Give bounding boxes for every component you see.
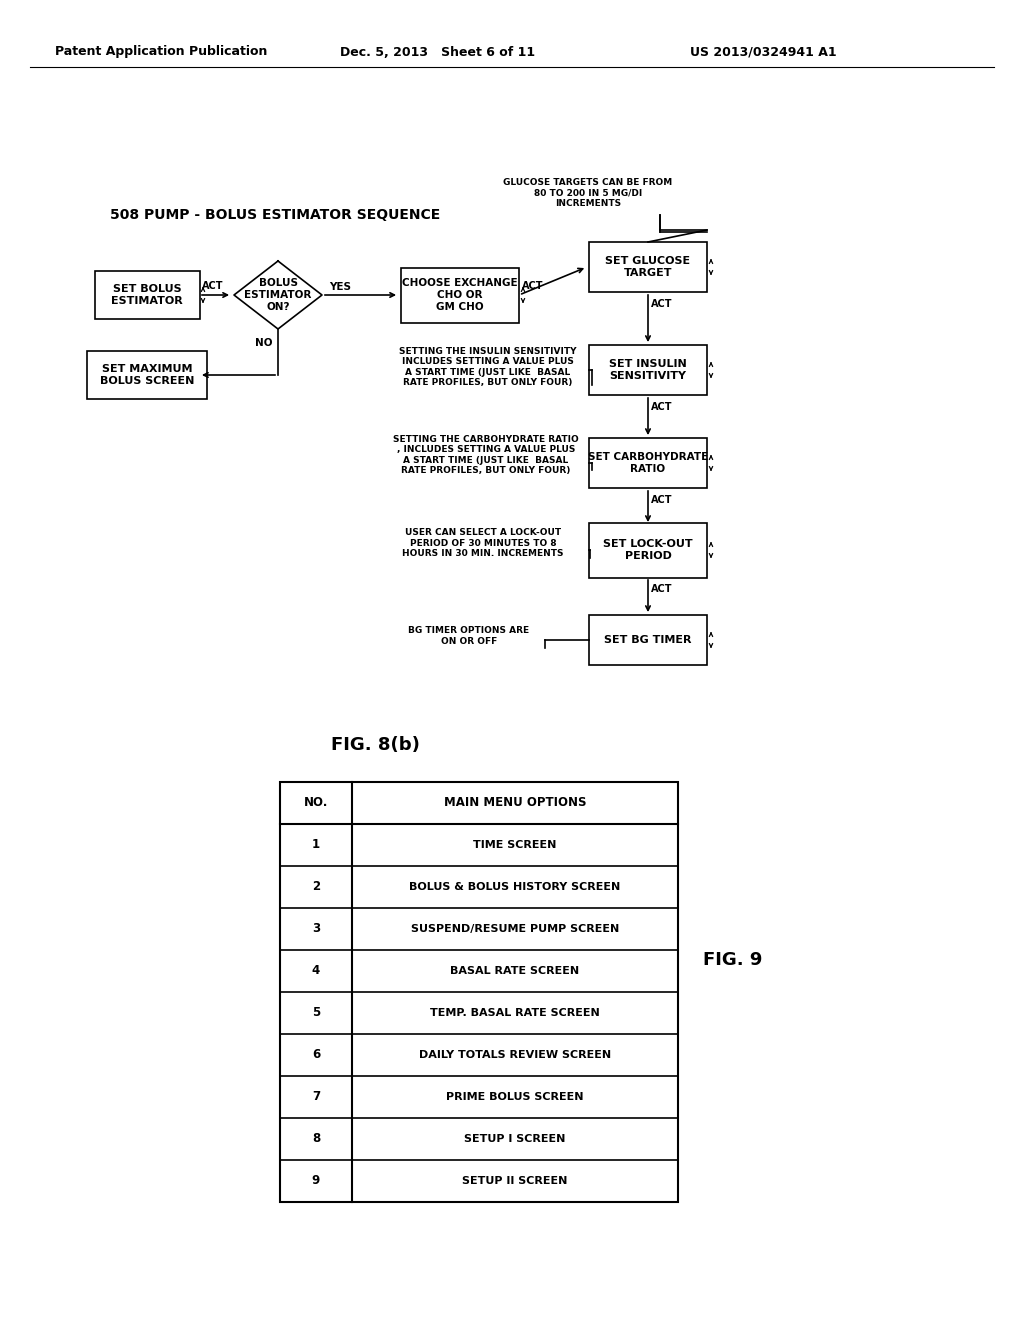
Text: SET GLUCOSE
TARGET: SET GLUCOSE TARGET <box>605 256 690 277</box>
Text: ACT: ACT <box>651 495 673 506</box>
Text: 1: 1 <box>312 838 321 851</box>
Text: SET CARBOHYDRATE
RATIO: SET CARBOHYDRATE RATIO <box>588 453 709 474</box>
Text: MAIN MENU OPTIONS: MAIN MENU OPTIONS <box>443 796 587 809</box>
Text: FIG. 9: FIG. 9 <box>703 950 763 969</box>
Text: Dec. 5, 2013   Sheet 6 of 11: Dec. 5, 2013 Sheet 6 of 11 <box>340 45 536 58</box>
Bar <box>401 268 519 322</box>
Text: 508 PUMP - BOLUS ESTIMATOR SEQUENCE: 508 PUMP - BOLUS ESTIMATOR SEQUENCE <box>110 209 440 222</box>
Text: 8: 8 <box>312 1133 321 1146</box>
Text: ACT: ACT <box>651 583 673 594</box>
Text: SET BOLUS
ESTIMATOR: SET BOLUS ESTIMATOR <box>112 284 183 306</box>
Text: 9: 9 <box>312 1175 321 1188</box>
Text: 2: 2 <box>312 880 321 894</box>
Text: Patent Application Publication: Patent Application Publication <box>55 45 267 58</box>
Text: SUSPEND/RESUME PUMP SCREEN: SUSPEND/RESUME PUMP SCREEN <box>411 924 620 935</box>
Text: NO.: NO. <box>304 796 328 809</box>
Text: ACT: ACT <box>203 281 224 290</box>
Text: FIG. 8(b): FIG. 8(b) <box>331 737 420 754</box>
Bar <box>589 523 707 578</box>
Bar <box>87 351 207 399</box>
Text: NO: NO <box>255 338 272 348</box>
Text: CHOOSE EXCHANGE
CHO OR
GM CHO: CHOOSE EXCHANGE CHO OR GM CHO <box>402 279 518 312</box>
Text: SETTING THE INSULIN SENSITIVITY
INCLUDES SETTING A VALUE PLUS
A START TIME (JUST: SETTING THE INSULIN SENSITIVITY INCLUDES… <box>399 347 577 387</box>
Text: SET INSULIN
SENSITIVITY: SET INSULIN SENSITIVITY <box>609 359 687 380</box>
Text: BOLUS & BOLUS HISTORY SCREEN: BOLUS & BOLUS HISTORY SCREEN <box>410 882 621 892</box>
Text: 3: 3 <box>312 923 321 936</box>
Text: BOLUS
ESTIMATOR
ON?: BOLUS ESTIMATOR ON? <box>245 279 311 312</box>
Text: ACT: ACT <box>522 281 544 290</box>
Text: PRIME BOLUS SCREEN: PRIME BOLUS SCREEN <box>446 1092 584 1102</box>
Text: SET MAXIMUM
BOLUS SCREEN: SET MAXIMUM BOLUS SCREEN <box>99 364 195 385</box>
Text: 5: 5 <box>312 1006 321 1019</box>
Text: BASAL RATE SCREEN: BASAL RATE SCREEN <box>451 966 580 975</box>
Text: BG TIMER OPTIONS ARE
ON OR OFF: BG TIMER OPTIONS ARE ON OR OFF <box>409 626 529 645</box>
Text: GLUCOSE TARGETS CAN BE FROM
80 TO 200 IN 5 MG/DI
INCREMENTS: GLUCOSE TARGETS CAN BE FROM 80 TO 200 IN… <box>504 178 673 209</box>
Text: SETUP II SCREEN: SETUP II SCREEN <box>462 1176 567 1185</box>
Text: 7: 7 <box>312 1090 321 1104</box>
Bar <box>280 781 678 1203</box>
Text: 6: 6 <box>312 1048 321 1061</box>
Text: USER CAN SELECT A LOCK-OUT
PERIOD OF 30 MINUTES TO 8
HOURS IN 30 MIN. INCREMENTS: USER CAN SELECT A LOCK-OUT PERIOD OF 30 … <box>402 528 564 558</box>
Text: ACT: ACT <box>651 403 673 412</box>
Text: SET LOCK-OUT
PERIOD: SET LOCK-OUT PERIOD <box>603 539 693 561</box>
Text: DAILY TOTALS REVIEW SCREEN: DAILY TOTALS REVIEW SCREEN <box>419 1049 611 1060</box>
Text: US 2013/0324941 A1: US 2013/0324941 A1 <box>690 45 837 58</box>
Text: TEMP. BASAL RATE SCREEN: TEMP. BASAL RATE SCREEN <box>430 1008 600 1018</box>
Text: SETTING THE CARBOHYDRATE RATIO
, INCLUDES SETTING A VALUE PLUS
A START TIME (JUS: SETTING THE CARBOHYDRATE RATIO , INCLUDE… <box>393 434 579 475</box>
Bar <box>94 271 200 319</box>
Text: TIME SCREEN: TIME SCREEN <box>473 840 557 850</box>
Bar <box>589 242 707 292</box>
Bar <box>589 345 707 395</box>
Bar <box>589 438 707 488</box>
Text: 4: 4 <box>312 965 321 978</box>
Text: YES: YES <box>329 282 351 292</box>
Text: ACT: ACT <box>651 300 673 309</box>
Bar <box>589 615 707 665</box>
Text: SET BG TIMER: SET BG TIMER <box>604 635 692 645</box>
Polygon shape <box>234 261 322 329</box>
Text: SETUP I SCREEN: SETUP I SCREEN <box>464 1134 565 1144</box>
